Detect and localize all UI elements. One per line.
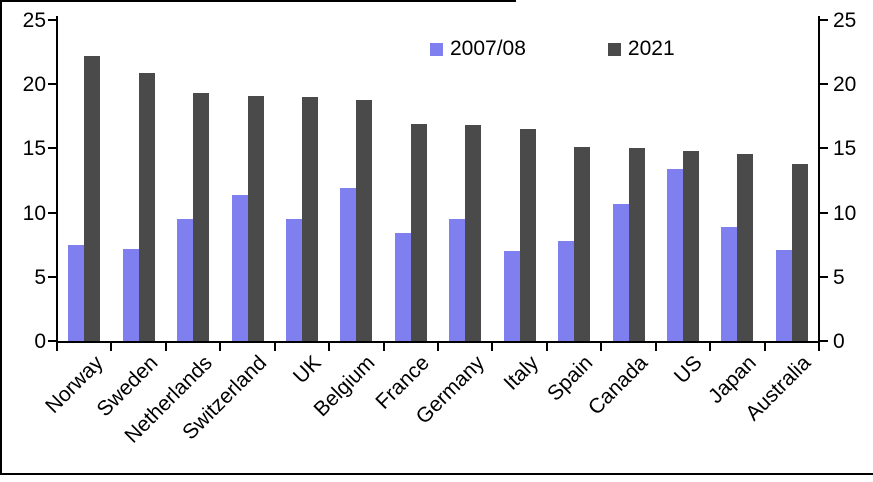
bar-2021-belgium — [356, 100, 373, 341]
y-axis-label-left: 25 — [22, 9, 46, 32]
x-axis-tick — [818, 343, 820, 351]
bar-2007-08-australia — [775, 250, 792, 341]
bar-2021-uk — [301, 97, 318, 341]
y-axis-label-right: 20 — [833, 73, 857, 97]
bar-2021-canada — [628, 148, 645, 341]
y-axis-label-left: 0 — [34, 330, 46, 353]
frame-border-left — [0, 0, 2, 475]
bar-2021-japan — [737, 154, 754, 341]
bar-2021-france — [410, 124, 427, 341]
y-axis-label-right: 10 — [833, 201, 857, 225]
bar-2007-08-italy — [503, 251, 520, 341]
x-axis-tick — [437, 343, 439, 351]
legend-item-2007-08: 2007/08 — [430, 37, 526, 61]
x-axis-tick — [763, 343, 766, 351]
bar-2021-sweden — [138, 73, 155, 341]
y-axis-tick-left — [48, 147, 56, 150]
x-axis-label-canada: Canada — [583, 351, 653, 420]
bar-2007-08-belgium — [340, 188, 357, 341]
bar-2021-australia — [791, 164, 808, 341]
bar-2007-08-spain — [558, 241, 575, 341]
x-axis-tick — [654, 343, 657, 351]
bar-2007-08-sweden — [122, 249, 139, 341]
y-axis-label-left: 10 — [22, 201, 46, 225]
legend-label-2007-08: 2007/08 — [450, 37, 526, 60]
y-axis-label-left: 5 — [34, 265, 46, 289]
legend-swatch-2021 — [607, 42, 621, 56]
bar-2007-08-netherlands — [177, 219, 194, 341]
x-axis-tick — [382, 343, 385, 351]
y-axis-label-right: 0 — [833, 330, 845, 353]
y-axis-tick-left — [48, 19, 56, 21]
x-axis-tick — [56, 343, 58, 351]
y-axis-left-spine — [56, 16, 58, 343]
legend-label-2021: 2021 — [627, 37, 675, 60]
x-axis-tick — [219, 343, 222, 351]
frame-border-top — [0, 0, 516, 2]
y-axis-tick-right — [820, 340, 828, 342]
bar-2007-08-switzerland — [231, 195, 248, 341]
y-axis-label-left: 20 — [22, 73, 46, 97]
bar-2007-08-japan — [721, 227, 738, 341]
chart-legend: 2007/08 2021 — [430, 37, 675, 61]
bar-2007-08-canada — [612, 204, 629, 341]
y-axis-tick-left — [48, 211, 56, 214]
bar-2007-08-us — [666, 169, 683, 341]
x-axis-label-uk: UK — [288, 351, 326, 389]
y-axis-right-spine — [818, 16, 820, 343]
x-axis-tick — [110, 343, 113, 351]
x-axis-tick — [545, 343, 548, 351]
y-axis-tick-right — [820, 211, 828, 214]
legend-item-2021: 2021 — [607, 37, 675, 61]
bar-2021-norway — [84, 56, 101, 341]
bar-2007-08-france — [394, 233, 411, 341]
x-axis-spine — [56, 341, 820, 343]
x-axis-tick — [273, 343, 276, 351]
y-axis-label-right: 25 — [833, 9, 857, 32]
y-axis-tick-left — [48, 83, 56, 86]
x-axis-tick — [709, 343, 712, 351]
bar-2007-08-germany — [449, 219, 466, 341]
x-axis-tick — [164, 343, 167, 351]
bar-2007-08-norway — [68, 245, 85, 341]
y-axis-tick-left — [48, 275, 56, 278]
y-axis-tick-left — [48, 340, 56, 342]
y-axis-tick-right — [820, 275, 828, 278]
x-axis-tick — [491, 343, 494, 351]
x-axis-label-us: US — [669, 351, 707, 389]
y-axis-tick-right — [820, 19, 828, 21]
frame-border-bottom — [0, 473, 873, 475]
legend-swatch-2007-08 — [430, 42, 443, 56]
y-axis-label-left: 15 — [22, 137, 46, 161]
bar-2021-us — [682, 151, 699, 341]
bar-2021-germany — [465, 125, 482, 341]
y-axis-label-right: 5 — [833, 265, 845, 289]
bar-2021-spain — [574, 147, 591, 341]
bar-2021-switzerland — [247, 96, 264, 341]
y-axis-label-right: 15 — [833, 137, 857, 161]
x-axis-tick — [328, 343, 331, 351]
y-axis-tick-right — [820, 83, 828, 86]
y-axis-tick-right — [820, 147, 828, 150]
x-axis-tick — [600, 343, 603, 351]
bar-2007-08-uk — [285, 219, 302, 341]
x-axis-label-italy: Italy — [499, 351, 544, 395]
bar-2021-netherlands — [193, 93, 210, 341]
bar-2021-italy — [519, 129, 536, 341]
